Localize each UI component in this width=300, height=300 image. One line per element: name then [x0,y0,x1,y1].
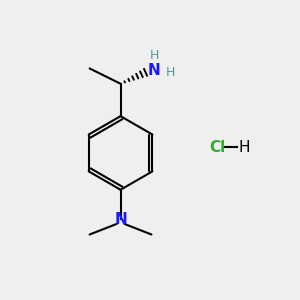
Text: Cl: Cl [209,140,225,154]
Text: H: H [238,140,250,154]
Text: H: H [165,66,175,79]
Text: N: N [114,212,127,227]
Text: N: N [148,63,160,78]
Text: H: H [149,49,159,62]
